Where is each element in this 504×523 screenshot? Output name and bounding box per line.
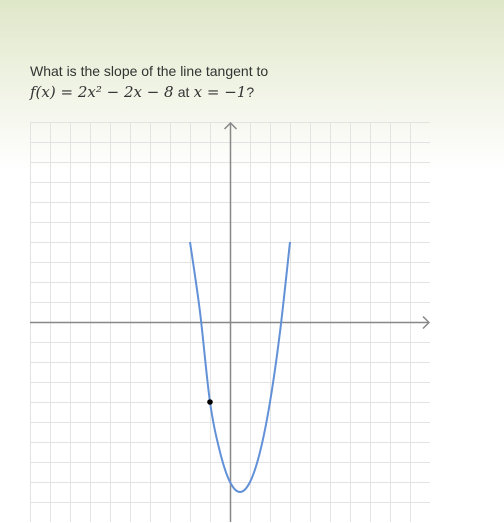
axes	[30, 122, 430, 522]
point-expression: x = −1	[193, 83, 247, 101]
parabola-curve	[189, 241, 291, 493]
question-mark: ?	[246, 84, 255, 100]
x-axis-arrow	[422, 315, 430, 330]
series-layer	[189, 241, 291, 493]
points-layer	[207, 399, 213, 405]
question-math-line: f(x) = 2x² − 2x − 8 at x = −1?	[30, 82, 268, 103]
tangent-point	[207, 399, 213, 405]
function-graph	[30, 122, 430, 522]
question-text: What is the slope of the line tangent to	[30, 63, 269, 79]
question-prompt: What is the slope of the line tangent to…	[30, 61, 268, 103]
function-expression: f(x) = 2x² − 2x − 8	[30, 83, 174, 101]
y-axis-arrow	[223, 122, 238, 130]
connector-text: at	[177, 84, 190, 100]
